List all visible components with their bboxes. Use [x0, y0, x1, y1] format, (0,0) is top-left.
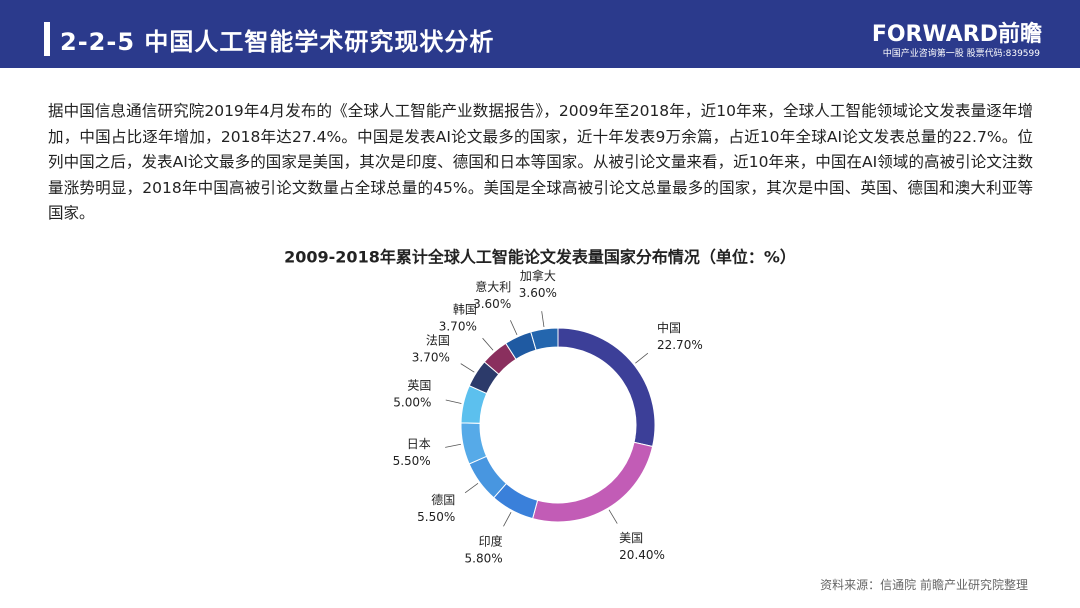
leader-line — [541, 311, 545, 328]
slice-name: 韩国 — [453, 301, 477, 316]
chart-title: 2009-2018年累计全球人工智能论文发表量国家分布情况（单位：%） — [284, 248, 796, 267]
data-label: 3.70% — [439, 319, 477, 333]
paragraph: 据中国信息通信研究院2019年4月发布的《全球人工智能产业数据报告》，2009年… — [48, 102, 1033, 222]
data-label: 3.70% — [412, 351, 450, 365]
logo-subtitle: 中国产业咨询第一股 股票代码:839599 — [882, 49, 1040, 59]
slice-name: 加拿大 — [520, 268, 556, 283]
data-label: 3.60% — [473, 297, 511, 311]
title-accent — [44, 22, 50, 56]
slide-title: 2-2-5 中国人工智能学术研究现状分析 — [60, 28, 495, 56]
leader-line — [503, 511, 512, 527]
leader-line — [464, 483, 479, 494]
leader-line — [445, 399, 462, 404]
slice-name: 印度 — [479, 534, 503, 549]
data-label: 5.00% — [393, 396, 431, 410]
slice — [557, 327, 656, 448]
data-label: 20.40% — [619, 548, 665, 562]
data-label: 22.70% — [657, 338, 703, 352]
data-label: 5.50% — [393, 454, 431, 468]
slice — [530, 327, 559, 351]
header-bar: 2-2-5 中国人工智能学术研究现状分析 FORWARD前瞻 中国产业咨询第一股… — [0, 0, 1080, 68]
slice-name: 法国 — [426, 334, 450, 348]
slice-name: 美国 — [619, 531, 643, 545]
slice-name: 英国 — [407, 379, 431, 393]
slice-name: 日本 — [407, 437, 431, 451]
slice — [532, 441, 654, 523]
source: 资料来源：信通院 前瞻产业研究院整理 — [820, 578, 1028, 592]
leader-line — [460, 363, 475, 373]
data-label: 5.80% — [465, 552, 503, 566]
logo: FORWARD前瞻 — [871, 22, 1042, 47]
data-label: 5.50% — [417, 510, 455, 524]
slice — [460, 422, 488, 465]
leader-line — [608, 509, 618, 524]
leader-line — [635, 352, 649, 364]
slice-name: 中国 — [657, 320, 681, 335]
data-label: 3.60% — [519, 286, 557, 300]
leader-line — [482, 337, 494, 351]
leader-line — [510, 320, 518, 336]
leader-line — [445, 443, 461, 448]
slice-name: 意大利 — [475, 279, 511, 294]
slice-name: 德国 — [431, 492, 455, 507]
